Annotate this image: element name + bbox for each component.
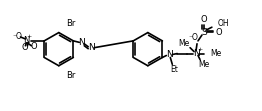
Text: Et: Et bbox=[170, 65, 178, 74]
Text: ⁻O: ⁻O bbox=[188, 33, 198, 42]
Text: N: N bbox=[23, 36, 30, 45]
Text: N: N bbox=[78, 38, 85, 47]
Text: O: O bbox=[30, 42, 37, 51]
Text: O: O bbox=[21, 43, 28, 52]
Text: N: N bbox=[88, 43, 95, 52]
Text: +: + bbox=[27, 35, 32, 40]
Text: O: O bbox=[201, 15, 207, 24]
Text: ⁻O: ⁻O bbox=[13, 32, 23, 41]
Text: N: N bbox=[166, 50, 173, 59]
Text: OH: OH bbox=[218, 19, 230, 28]
Text: Br: Br bbox=[66, 19, 75, 28]
Text: Me: Me bbox=[210, 49, 221, 58]
Text: +: + bbox=[197, 47, 203, 52]
Text: S: S bbox=[201, 28, 207, 37]
Text: N: N bbox=[193, 49, 199, 58]
Text: Me: Me bbox=[198, 60, 210, 69]
Text: O: O bbox=[215, 28, 222, 37]
Text: Me: Me bbox=[178, 39, 190, 48]
Text: Br: Br bbox=[66, 71, 75, 80]
